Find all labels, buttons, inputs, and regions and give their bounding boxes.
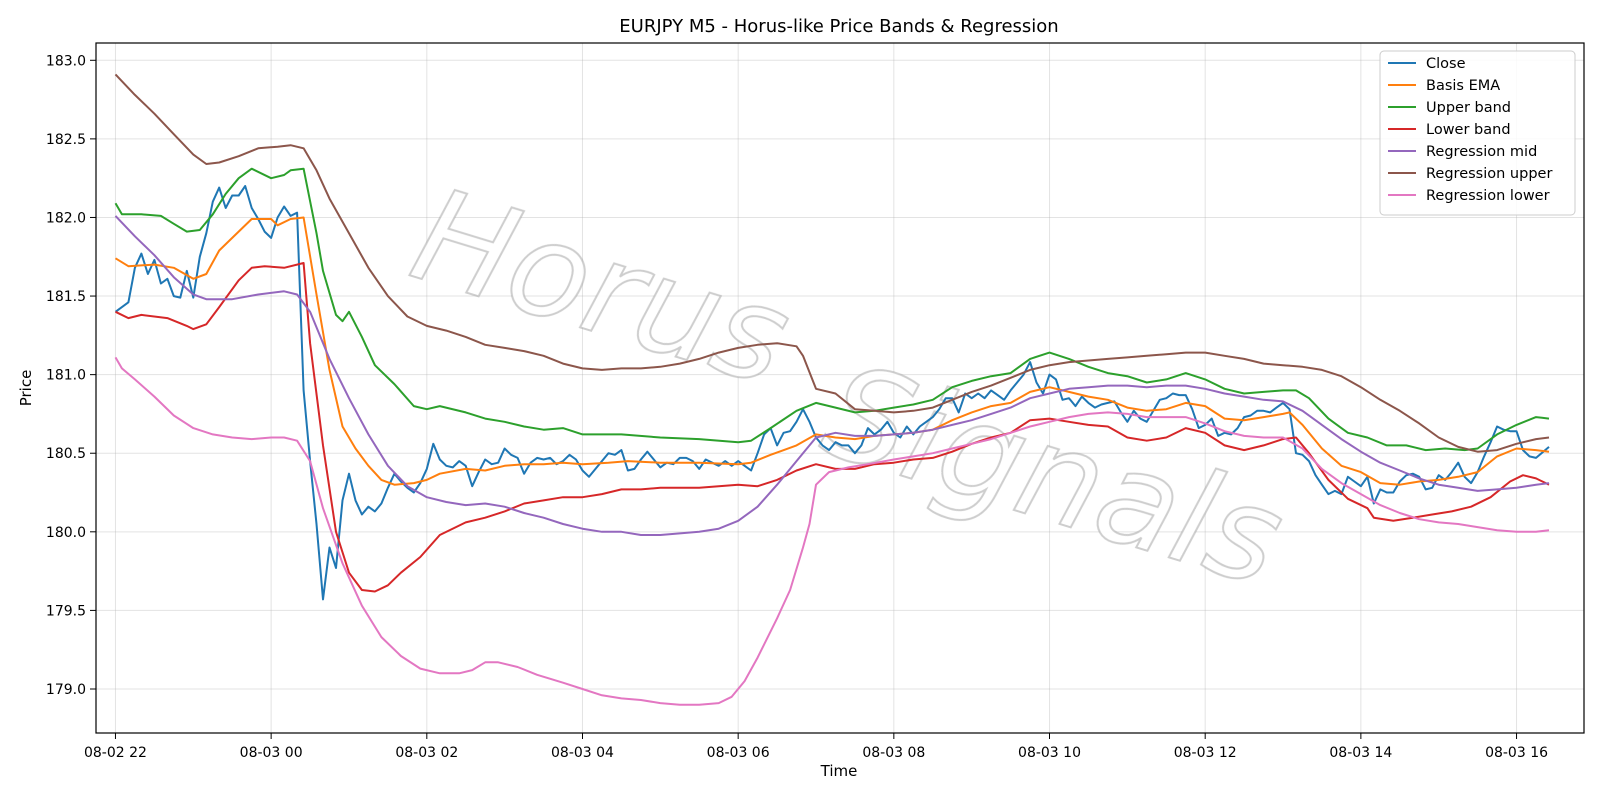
- watermark-line-1: Horus: [397, 158, 806, 415]
- series-line-lower-band: [115, 262, 1550, 593]
- y-tick-label: 183.0: [46, 53, 86, 69]
- y-tick-label: 182.0: [46, 210, 86, 226]
- y-tick-label: 181.0: [46, 368, 86, 384]
- legend-entry: Close: [1426, 56, 1466, 72]
- series-line-regression-mid: [114, 215, 1550, 536]
- x-tick-label: 08-03 10: [1018, 745, 1081, 761]
- series-line-upper-band: [114, 167, 1550, 452]
- legend-entry: Regression mid: [1426, 144, 1537, 160]
- y-tick-label: 181.5: [46, 289, 86, 305]
- x-tick-label: 08-03 00: [240, 745, 303, 761]
- watermark: Horus Signals: [396, 157, 1300, 617]
- x-tick-label: 08-03 04: [551, 745, 614, 761]
- x-tick-label: 08-02 22: [84, 745, 147, 761]
- series-lines: [114, 73, 1550, 706]
- legend-entry: Regression lower: [1426, 188, 1550, 204]
- series-line-close: [114, 185, 1550, 601]
- y-tick-label: 179.0: [46, 682, 86, 698]
- x-tick-label: 08-03 14: [1329, 745, 1392, 761]
- y-axis-label: Price: [17, 370, 35, 407]
- legend: Close Basis EMA Upper band Lower band Regres…: [1379, 50, 1576, 216]
- legend-box: [1379, 50, 1576, 216]
- y-tick-label: 182.5: [46, 132, 86, 148]
- x-axis-label: Time: [820, 762, 858, 780]
- series-line-regression-lower: [114, 356, 1550, 706]
- y-tick-label: 180.5: [46, 446, 86, 462]
- grid-lines: [96, 43, 1584, 733]
- legend-entry: Regression upper: [1426, 166, 1552, 182]
- legend-entry: Upper band: [1426, 100, 1511, 116]
- x-axis-ticks: 08-02 22 08-03 00 08-03 02 08-03 04 08-03 06…: [84, 733, 1548, 761]
- series-line-regression-upper: [114, 73, 1550, 453]
- x-tick-label: 08-03 16: [1485, 745, 1548, 761]
- legend-entry: Lower band: [1426, 122, 1511, 138]
- legend-entry: Basis EMA: [1426, 78, 1500, 94]
- chart-title: EURJPY M5 - Horus-like Price Bands & Reg…: [619, 16, 1058, 37]
- y-tick-label: 180.0: [46, 525, 86, 541]
- x-tick-label: 08-03 12: [1174, 745, 1237, 761]
- x-tick-label: 08-03 02: [395, 745, 458, 761]
- x-tick-label: 08-03 06: [707, 745, 770, 761]
- x-tick-label: 08-03 08: [862, 745, 925, 761]
- y-axis-ticks: 179.0 179.5 180.0 180.5 181.0 181.5 182.0 182.5…: [46, 53, 96, 698]
- y-tick-label: 179.5: [46, 603, 86, 619]
- plot-frame: [95, 42, 1585, 734]
